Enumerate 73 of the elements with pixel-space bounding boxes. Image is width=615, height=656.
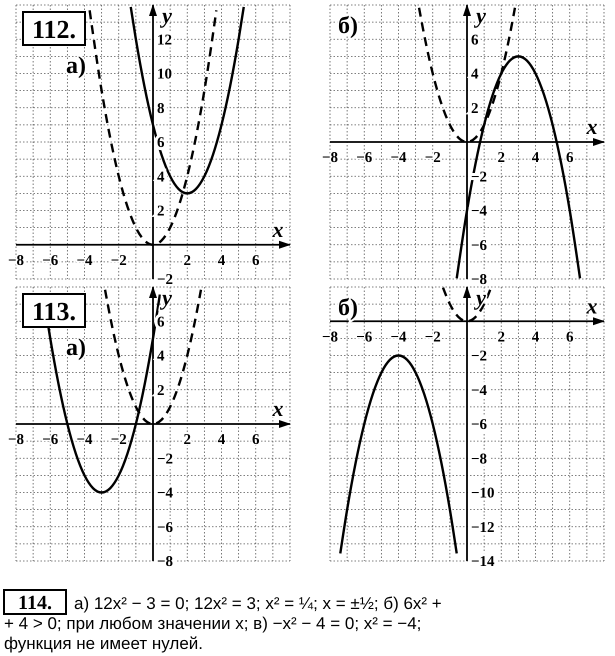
y-tick-label: −6 xyxy=(471,417,488,433)
x-tick-label: 4 xyxy=(218,432,226,448)
x-tick-label: −2 xyxy=(110,252,127,269)
chart-subtitle: б) xyxy=(338,295,358,321)
x-tick-label: 2 xyxy=(498,329,505,346)
x-tick-label: 4 xyxy=(532,150,540,166)
x-tick-label: −2 xyxy=(110,432,127,448)
x-tick-label: −8 xyxy=(8,432,24,448)
y-tick-label: −12 xyxy=(471,520,495,536)
y-tick-label: 2 xyxy=(471,100,478,117)
y-tick-label: 12 xyxy=(157,32,172,48)
chart-title: 112. xyxy=(32,15,76,44)
x-tick-label: −4 xyxy=(76,252,94,269)
line-series xyxy=(339,354,458,555)
x-tick-label: 2 xyxy=(184,252,191,269)
x-tick-label: −8 xyxy=(8,252,24,269)
x-tick-label: −4 xyxy=(390,329,408,346)
y-axis-title: y xyxy=(473,3,486,28)
x-axis-title: x xyxy=(586,114,598,139)
x-tick-label: 6 xyxy=(252,252,260,269)
x-tick-label: −6 xyxy=(356,329,373,346)
y-tick-label: 2 xyxy=(157,204,164,220)
y-tick-label: 4 xyxy=(157,169,165,186)
chart-subtitle: б) xyxy=(338,13,358,39)
y-tick-label: 6 xyxy=(157,314,165,330)
x-tick-label: −6 xyxy=(356,150,373,166)
y-tick-label: −14 xyxy=(471,554,496,570)
y-tick-label: −4 xyxy=(157,486,174,502)
y-axis-title: y xyxy=(159,3,172,28)
y-axis-title: y xyxy=(473,285,486,310)
y-tick-label: 10 xyxy=(157,66,172,82)
y-tick-label: −2 xyxy=(157,272,174,288)
y-tick-label: −8 xyxy=(471,451,488,468)
x-tick-label: −2 xyxy=(424,150,441,166)
x-tick-label: 6 xyxy=(566,150,574,166)
y-tick-label: 4 xyxy=(157,348,165,364)
x-tick-label: −8 xyxy=(322,150,338,166)
y-tick-label: −6 xyxy=(471,238,488,254)
x-axis-title: x xyxy=(586,293,598,318)
chart-title: 113. xyxy=(32,297,76,326)
x-tick-label: 4 xyxy=(218,252,226,269)
y-tick-label: 4 xyxy=(471,66,479,82)
y-tick-label: −2 xyxy=(471,348,488,364)
y-tick-label: −6 xyxy=(157,520,174,536)
x-tick-label: −4 xyxy=(76,432,94,448)
y-axis-title: y xyxy=(159,285,172,310)
y-tick-label: 6 xyxy=(471,32,479,48)
text: а) 12x² − 3 = 0; 12x² = 3; x² = ¼; x = ±½; б) 6x² + xyxy=(74,594,442,613)
text: 114. xyxy=(18,592,52,614)
text: а) xyxy=(66,335,86,361)
y-tick-label: −2 xyxy=(157,451,174,468)
x-axis-title: x xyxy=(272,216,284,242)
x-tick-label: −6 xyxy=(42,432,59,448)
y-tick-label: −8 xyxy=(471,272,488,288)
x-tick-label: 6 xyxy=(566,329,574,346)
x-tick-label: −4 xyxy=(390,150,408,166)
x-tick-label: −2 xyxy=(424,329,441,346)
y-tick-label: −10 xyxy=(471,486,495,502)
y-tick-label: −8 xyxy=(157,554,174,570)
x-tick-label: 2 xyxy=(184,432,191,448)
x-tick-label: −6 xyxy=(42,252,59,269)
x-tick-label: −8 xyxy=(322,329,338,346)
text: а) xyxy=(66,53,86,79)
text: функция не имеет нулей. xyxy=(4,634,203,653)
x-axis-title: x xyxy=(272,396,284,421)
y-tick-label: −4 xyxy=(471,382,488,399)
y-tick-label: −4 xyxy=(471,204,488,220)
x-tick-label: 4 xyxy=(532,329,540,346)
y-tick-label: 2 xyxy=(157,382,164,399)
y-tick-label: 8 xyxy=(157,100,164,117)
text: + 4 > 0; при любом значении x; в) −x² − 4 = 0; x² = −4; xyxy=(4,614,422,633)
x-tick-label: 6 xyxy=(252,432,260,448)
x-tick-label: 2 xyxy=(498,150,505,166)
